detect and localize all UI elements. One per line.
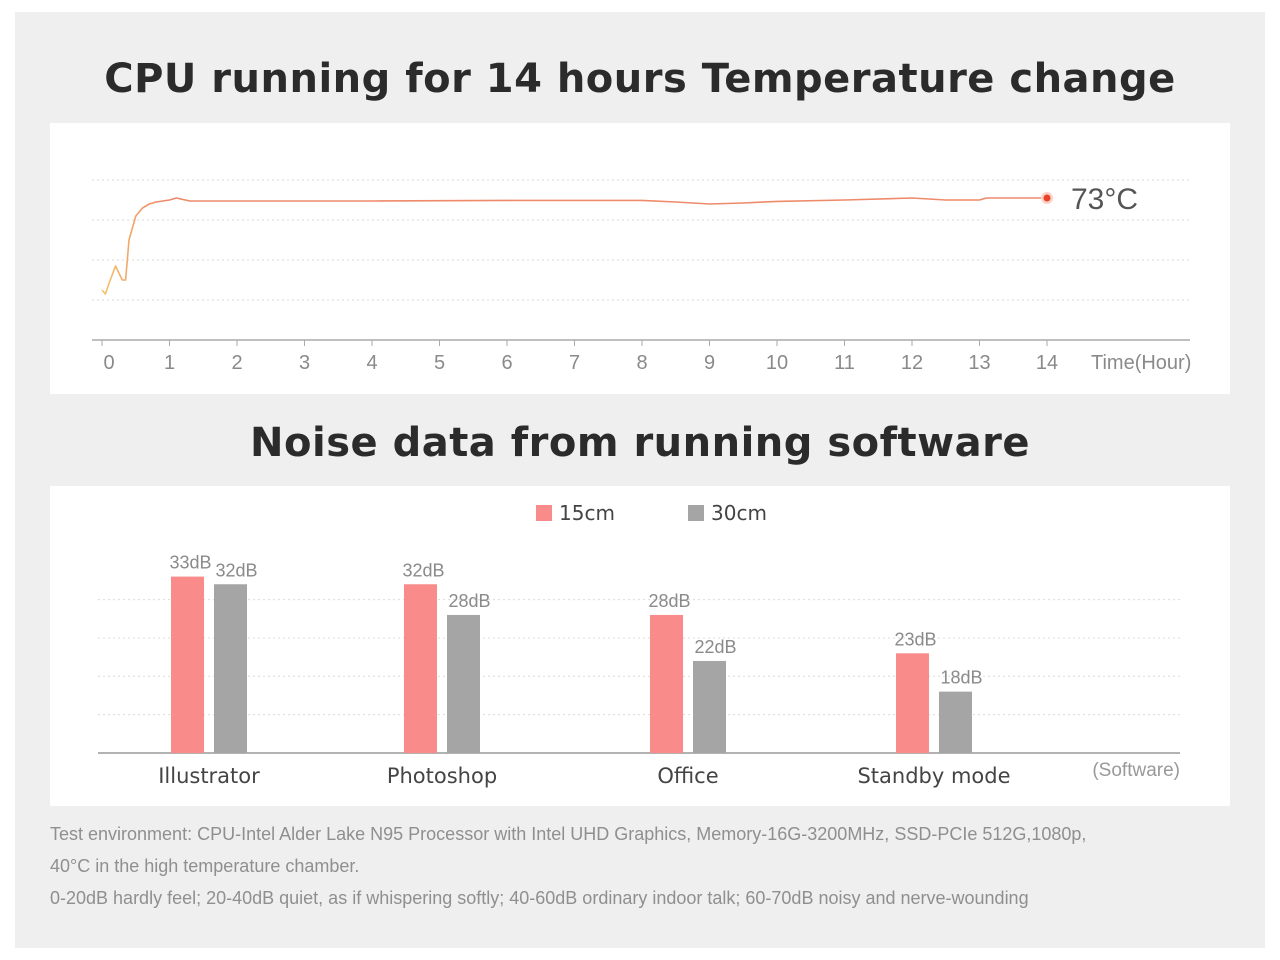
legend-label: 15cm	[559, 501, 615, 525]
bar-15cm	[171, 576, 204, 753]
temperature-line-chart: 0 1 2 3 4 5 6 7 8 9 10 11 12 13 14 Time(Hour)73°C	[92, 179, 1191, 374]
temperature-line	[101, 197, 1047, 295]
end-marker	[1043, 194, 1051, 202]
category-label: Illustrator	[158, 764, 260, 788]
category-label: Standby mode	[857, 764, 1010, 788]
x-tick-label: 10	[766, 352, 788, 374]
x-tick-label: 14	[1036, 352, 1058, 374]
legend-swatch	[536, 505, 552, 521]
bar-value-label: 28dB	[648, 591, 690, 611]
bar-15cm	[404, 584, 437, 753]
x-tick-label: 12	[901, 352, 923, 374]
category-label: Photoshop	[387, 764, 497, 788]
x-tick-label: 8	[636, 352, 647, 374]
bar-15cm	[650, 614, 683, 753]
x-axis-label: (Software)	[1092, 760, 1180, 781]
x-tick-label: 1	[164, 352, 175, 374]
noise-chart-title: Noise data from running software	[250, 420, 1030, 466]
x-tick-label: 3	[299, 352, 310, 374]
bar-value-label: 23dB	[894, 629, 936, 649]
bar-value-label: 22dB	[694, 637, 736, 657]
noise-scale-note: 0-20dB hardly feel; 20-40dB quiet, as if…	[50, 888, 1029, 908]
test-environment-note-cont: 40°C in the high temperature chamber.	[50, 856, 360, 876]
x-tick-label: 6	[501, 352, 512, 374]
temperature-chart-card: 0 1 2 3 4 5 6 7 8 9 10 11 12 13 14 Time(Hour) 73°C	[50, 123, 1230, 394]
x-tick-label: 4	[366, 352, 377, 374]
temperature-chart-title: CPU running for 14 hours Temperature cha…	[104, 56, 1176, 102]
bar-30cm	[214, 584, 247, 753]
bar-value-label: 32dB	[402, 560, 444, 580]
legend-swatch	[688, 505, 704, 521]
bar-value-label: 32dB	[215, 560, 257, 580]
bar-15cm	[896, 653, 929, 753]
x-tick-label: 2	[231, 352, 242, 374]
bar-30cm	[693, 660, 726, 753]
noise-chart-card: 33dB 32dB Illustrator 32dB 28dB Photoshop 28dB…	[50, 486, 1230, 806]
bar-value-label: 18dB	[940, 668, 982, 688]
test-environment-note: Test environment: CPU-Intel Alder Lake N…	[50, 824, 1087, 844]
x-tick-label: 11	[834, 352, 855, 374]
x-tick-label: 7	[569, 352, 580, 374]
bar-value-label: 28dB	[448, 591, 490, 611]
x-tick-label: 5	[434, 352, 445, 374]
x-axis-label: Time(Hour)	[1091, 352, 1191, 374]
x-tick-label: 9	[704, 352, 715, 374]
end-temperature-label: 73°C	[1071, 183, 1138, 216]
bar-value-label: 33dB	[169, 553, 211, 573]
x-tick-label: 0	[103, 352, 114, 374]
noise-bar-chart: 33dB 32dBIllustrator32dB28dBPhotoshop28dB…	[98, 501, 1180, 788]
category-label: Office	[657, 764, 718, 788]
bar-30cm	[447, 614, 480, 753]
bar-30cm	[939, 691, 972, 753]
x-tick-label: 13	[968, 352, 990, 374]
legend-label: 30cm	[711, 501, 767, 525]
